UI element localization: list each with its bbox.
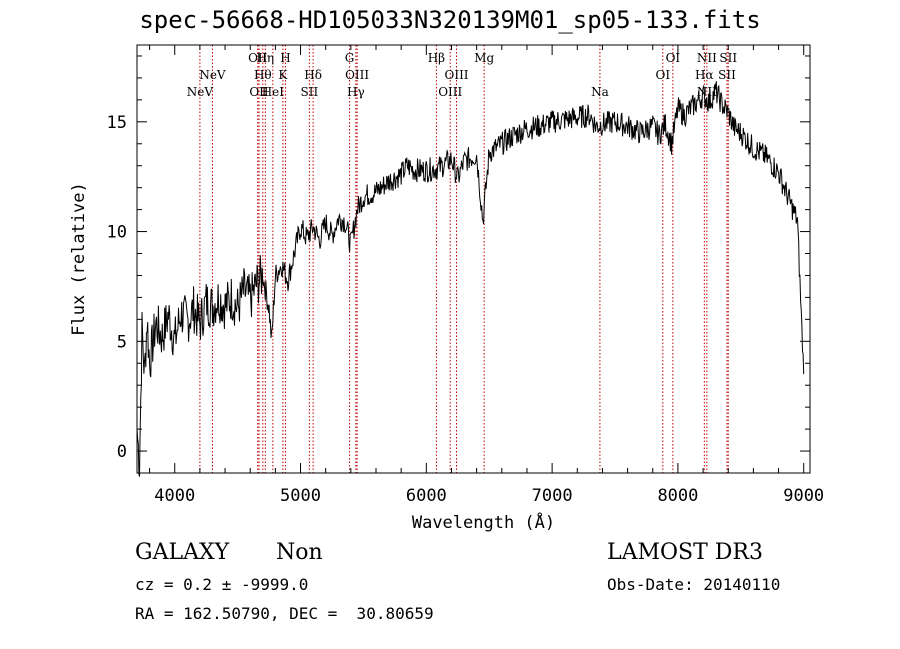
line-label: SII (718, 68, 736, 82)
line-label: Hη (256, 51, 274, 65)
line-label: Hβ (428, 51, 445, 65)
x-tick-label: 9000 (783, 486, 824, 506)
line-label: NeV (199, 68, 226, 82)
object-class: GALAXY (135, 540, 230, 565)
line-label: K (278, 68, 288, 82)
chart-title: spec-56668-HD105033N320139M01_sp05-133.f… (139, 6, 761, 34)
line-label: OI (656, 68, 671, 82)
line-label: NeV (187, 85, 214, 99)
line-label: G (345, 51, 355, 65)
spectrum-line (136, 81, 805, 477)
line-label: OIII (345, 68, 369, 82)
x-tick-label: 8000 (657, 486, 698, 506)
line-label: Na (591, 85, 609, 99)
x-tick-label: 7000 (532, 486, 573, 506)
observation-date: Obs-Date: 20140110 (607, 575, 781, 594)
y-tick-label: 10 (107, 223, 127, 243)
line-label: OII (248, 51, 268, 65)
object-subclass: Non (276, 540, 323, 565)
line-label: H (280, 51, 290, 65)
redshift-readout: cz = 0.2 ± -9999.0 (135, 575, 309, 594)
plot-frame (136, 44, 811, 474)
x-tick-label: 5000 (280, 486, 321, 506)
x-axis-label: Wavelength (Å) (412, 511, 555, 533)
line-label: Hα (695, 68, 714, 82)
line-label: OIII (438, 85, 462, 99)
y-axis-label: Flux (relative) (69, 182, 89, 336)
line-label: HeI (262, 85, 285, 99)
line-label: SII (300, 85, 318, 99)
line-label: Mg (474, 51, 494, 65)
coordinates-readout: RA = 162.50790, DEC = 30.80659 (135, 604, 434, 623)
y-tick-label: 5 (117, 332, 127, 352)
line-label: NII (697, 51, 717, 65)
line-label: Hδ (304, 68, 322, 82)
survey-name: LAMOST DR3 (607, 540, 763, 565)
line-label: Hγ (347, 85, 365, 99)
line-label: Hθ (254, 68, 272, 82)
line-label: OII (249, 85, 269, 99)
y-tick-label: 0 (117, 442, 127, 462)
x-tick-label: 6000 (406, 486, 447, 506)
line-label: OIII (444, 68, 468, 82)
x-tick-label: 4000 (154, 486, 195, 506)
y-tick-label: 15 (107, 113, 127, 133)
line-label: SII (719, 51, 737, 65)
line-label: OI (666, 51, 681, 65)
